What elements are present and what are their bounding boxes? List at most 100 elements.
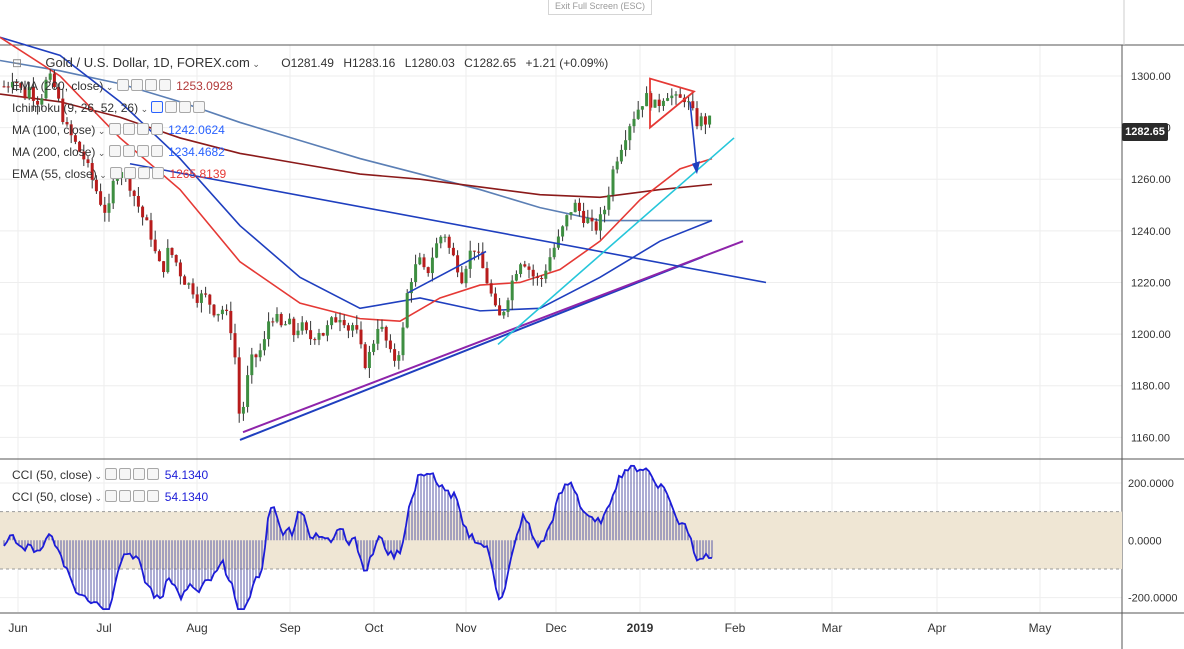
candle-body bbox=[178, 262, 182, 277]
cci-band bbox=[0, 511, 1122, 570]
close-icon[interactable] bbox=[152, 167, 165, 179]
candle-body bbox=[27, 86, 31, 99]
candle-body bbox=[78, 141, 82, 152]
eye-icon[interactable] bbox=[105, 490, 118, 502]
close-icon[interactable] bbox=[147, 490, 160, 502]
gear-icon[interactable] bbox=[124, 167, 137, 179]
candle-body bbox=[334, 317, 338, 323]
candle-body bbox=[330, 317, 334, 326]
candle-body bbox=[220, 309, 224, 315]
candle-body bbox=[670, 95, 674, 99]
close-value: C1282.65 bbox=[464, 56, 517, 70]
candle-body bbox=[136, 195, 140, 207]
candle-body bbox=[187, 283, 191, 285]
eye-icon[interactable] bbox=[105, 468, 118, 480]
gear-icon[interactable] bbox=[130, 79, 143, 91]
chevron-down-icon[interactable]: ⌄ bbox=[138, 104, 149, 114]
exit-fullscreen-button[interactable]: Exit Full Screen (ESC) bbox=[548, 0, 652, 15]
close-icon[interactable] bbox=[150, 123, 163, 135]
plus-icon[interactable] bbox=[179, 101, 192, 113]
arrow-head bbox=[692, 161, 700, 175]
time-tick-label: Oct bbox=[365, 621, 384, 635]
indicator-label: CCI (50, close) bbox=[12, 490, 93, 504]
chevron-down-icon[interactable]: ⌄ bbox=[92, 471, 103, 481]
eye-icon[interactable] bbox=[151, 101, 164, 113]
candle-body bbox=[162, 261, 166, 273]
time-tick-label: Apr bbox=[928, 621, 947, 635]
cci-legend-1[interactable]: CCI (50, close) ⌄ 54.1340 bbox=[12, 468, 208, 482]
time-tick-label: Jul bbox=[96, 621, 111, 635]
indicator-ema55[interactable]: EMA (55, close) ⌄ 1265.8139 bbox=[12, 167, 226, 181]
indicator-label: MA (100, close) bbox=[12, 123, 96, 137]
chevron-down-icon[interactable]: ⌄ bbox=[92, 493, 103, 503]
plus-icon[interactable] bbox=[136, 145, 149, 157]
indicator-ma100[interactable]: MA (100, close) ⌄ 1242.0624 bbox=[12, 123, 225, 137]
plus-icon[interactable] bbox=[136, 123, 149, 135]
candle-body bbox=[65, 122, 69, 125]
eye-icon[interactable] bbox=[108, 145, 121, 157]
candle-body bbox=[246, 375, 250, 407]
candle-body bbox=[94, 179, 98, 192]
cci-tick-label: 200.0000 bbox=[1128, 478, 1174, 490]
candle-body bbox=[603, 209, 607, 215]
close-icon[interactable] bbox=[150, 145, 163, 157]
plus-icon[interactable] bbox=[133, 490, 146, 502]
indicator-value: 1242.0624 bbox=[168, 123, 225, 137]
candle-body bbox=[296, 330, 300, 336]
candle-body bbox=[300, 322, 304, 331]
candle-body bbox=[367, 351, 371, 369]
plus-icon[interactable] bbox=[144, 79, 157, 91]
chevron-down-icon[interactable]: ⌄ bbox=[95, 148, 106, 158]
time-tick-label: Sep bbox=[279, 621, 301, 635]
cci-legend-2[interactable]: CCI (50, close) ⌄ 54.1340 bbox=[12, 490, 208, 504]
candle-body bbox=[355, 325, 359, 330]
candle-body bbox=[708, 115, 712, 125]
eye-icon[interactable] bbox=[110, 167, 123, 179]
candle-body bbox=[422, 257, 426, 268]
candle-body bbox=[544, 270, 548, 279]
candle-body bbox=[456, 255, 460, 273]
candle-body bbox=[657, 99, 661, 107]
gear-icon[interactable] bbox=[122, 145, 135, 157]
candle-body bbox=[535, 276, 539, 279]
candle-body bbox=[414, 264, 418, 283]
chevron-down-icon[interactable]: ⌄ bbox=[249, 59, 260, 69]
collapse-icon[interactable]: ⊟ bbox=[12, 56, 23, 70]
candle-body bbox=[493, 293, 497, 306]
symbol-label[interactable]: Gold / U.S. Dollar, 1D, FOREX.com bbox=[45, 55, 250, 70]
close-icon[interactable] bbox=[158, 79, 171, 91]
candle-body bbox=[346, 325, 350, 331]
chevron-down-icon[interactable]: ⌄ bbox=[96, 170, 107, 180]
gear-icon[interactable] bbox=[122, 123, 135, 135]
gear-icon[interactable] bbox=[119, 468, 132, 480]
close-icon[interactable] bbox=[193, 101, 206, 113]
gear-icon[interactable] bbox=[165, 101, 178, 113]
candle-body bbox=[304, 322, 308, 331]
plus-icon[interactable] bbox=[138, 167, 151, 179]
candle-body bbox=[325, 325, 329, 336]
indicator-ichimoku[interactable]: Ichimoku (9, 26, 52, 26) ⌄ bbox=[12, 101, 207, 115]
candle-body bbox=[498, 305, 502, 316]
chevron-down-icon[interactable]: ⌄ bbox=[95, 126, 106, 136]
candle-body bbox=[527, 266, 531, 270]
close-icon[interactable] bbox=[147, 468, 160, 480]
time-tick-label: Dec bbox=[545, 621, 566, 635]
indicator-ma200[interactable]: MA (200, close) ⌄ 1234.4682 bbox=[12, 145, 225, 159]
candle-body bbox=[212, 304, 216, 316]
eye-icon[interactable] bbox=[108, 123, 121, 135]
candle-body bbox=[586, 217, 590, 223]
candle-body bbox=[699, 116, 703, 127]
candle-body bbox=[309, 330, 313, 340]
indicator-ema200[interactable]: EMA (200, close) ⌄ 1253.0928 bbox=[12, 79, 233, 93]
candle-body bbox=[489, 283, 493, 294]
chevron-down-icon[interactable]: ⌄ bbox=[103, 82, 114, 92]
gear-icon[interactable] bbox=[119, 490, 132, 502]
eye-icon[interactable] bbox=[116, 79, 129, 91]
candle-body bbox=[577, 202, 581, 211]
price-tick-label: 1260.00 bbox=[1131, 174, 1171, 186]
candle-body bbox=[460, 272, 464, 284]
candle-body bbox=[531, 269, 535, 277]
ema200-line bbox=[0, 93, 713, 199]
plus-icon[interactable] bbox=[133, 468, 146, 480]
